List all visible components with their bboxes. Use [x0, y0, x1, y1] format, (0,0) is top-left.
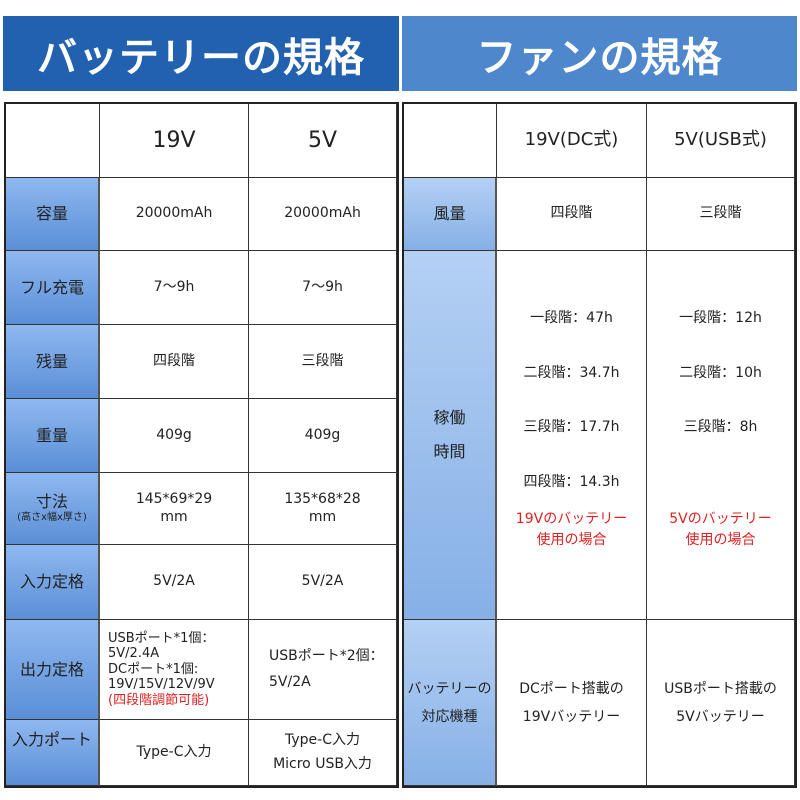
cell: Type-C入力 Micro USB入力	[249, 720, 397, 786]
header-5v: 5V	[249, 104, 397, 178]
line: USBポート*1個：	[108, 630, 215, 646]
cell: 20000mAh	[100, 178, 249, 251]
row-label: 残量	[6, 325, 100, 399]
line: 135*68*28	[284, 491, 361, 507]
row-label: 稼働 時間	[404, 251, 497, 620]
header-19v-dc: 19V(DC式)	[497, 104, 647, 178]
label: 時間	[433, 442, 466, 461]
line: mm	[308, 508, 337, 525]
row-label: 入力定格	[6, 545, 100, 620]
cell: 409g	[100, 399, 249, 473]
header-19v: 19V	[100, 104, 249, 178]
cell: USBポート搭載の 5Vバッテリー	[647, 620, 795, 786]
line: 四段階：14.3h	[523, 473, 620, 490]
note: 5Vのバッテリー	[669, 511, 772, 528]
line: 二段階：34.7h	[523, 364, 620, 381]
line: 5Vバッテリー	[676, 708, 765, 725]
label: 寸法	[35, 492, 68, 512]
cell: 409g	[249, 399, 397, 473]
cell: Type-C入力	[100, 720, 249, 786]
row-label: 出力定格	[6, 620, 100, 720]
header-empty	[6, 104, 100, 178]
line: 二段階：10h	[679, 364, 762, 381]
line: DCポート*1個:	[108, 661, 199, 677]
label: バッテリーの	[407, 680, 492, 697]
line: USBポート搭載の	[664, 680, 777, 697]
line: 19Vバッテリー	[522, 708, 621, 725]
cell: 四段階	[497, 178, 647, 251]
line: 145*69*29	[135, 491, 213, 507]
row-label: バッテリーの 対応機種	[404, 620, 497, 786]
fan-spec-table: 19V(DC式) 5V(USB式) 風量 四段階 三段階 稼働 時間 一段階：4…	[402, 102, 797, 788]
line: 三段階：17.7h	[523, 419, 620, 436]
cell: USBポート*1個： 5V/2.4A DCポート*1個: 19V/15V/12V…	[100, 620, 249, 720]
line: 三段階：8h	[683, 419, 758, 436]
line: 5V/2.4A	[108, 646, 160, 662]
row-label: 重量	[6, 399, 100, 473]
cell: DCポート搭載の 19Vバッテリー	[497, 620, 647, 786]
cell: 20000mAh	[249, 178, 397, 251]
cell: 5V/2A	[249, 545, 397, 620]
battery-spec-title: バッテリーの規格	[3, 16, 399, 91]
note: 使用の場合	[536, 532, 607, 549]
row-label: 容量	[6, 178, 100, 251]
line: Micro USB入力	[273, 755, 372, 772]
line: DCポート搭載の	[519, 680, 624, 697]
label: 稼働	[433, 408, 466, 428]
cell: 四段階	[100, 325, 249, 399]
row-label: 入力ポート	[6, 720, 100, 786]
row-label: 風量	[404, 178, 497, 251]
line: 5V/2A	[269, 673, 311, 690]
cell: 5V/2A	[100, 545, 249, 620]
line: 一段階：12h	[679, 310, 762, 326]
header-empty	[404, 104, 497, 178]
line: mm	[160, 508, 188, 525]
row-label: 寸法 (高さx幅x厚さ)	[6, 473, 100, 545]
cell: 7〜9h	[100, 251, 249, 325]
row-label: フル充電	[6, 251, 100, 325]
note: 使用の場合	[685, 532, 756, 549]
cell: 145*69*29 mm	[100, 473, 249, 545]
cell: 三段階	[647, 178, 795, 251]
fan-spec-title: ファンの規格	[402, 16, 797, 91]
line: Type-C入力	[285, 731, 360, 748]
cell: 一段階：47h 二段階：34.7h 三段階：17.7h 四段階：14.3h 19…	[497, 251, 647, 620]
line: 19V/15V/12V/9V	[108, 677, 215, 693]
sublabel: (高さx幅x厚さ)	[17, 512, 87, 524]
cell: 135*68*28 mm	[249, 473, 397, 545]
cell: 一段階：12h 二段階：10h 三段階：8h 5Vのバッテリー 使用の場合	[647, 251, 795, 620]
cell: 7〜9h	[249, 251, 397, 325]
line: 一段階：47h	[530, 310, 613, 326]
line: USBポート*2個：	[269, 648, 384, 665]
cell: USBポート*2個： 5V/2A	[249, 620, 397, 720]
note: (四段階調節可能)	[108, 692, 210, 708]
header-5v-usb: 5V(USB式)	[647, 104, 795, 178]
note: 19Vのバッテリー	[515, 511, 628, 528]
battery-spec-table: 19V 5V 容量 20000mAh 20000mAh フル充電 7〜9h 7〜…	[4, 102, 399, 788]
label: 対応機種	[421, 708, 478, 725]
cell: 三段階	[249, 325, 397, 399]
